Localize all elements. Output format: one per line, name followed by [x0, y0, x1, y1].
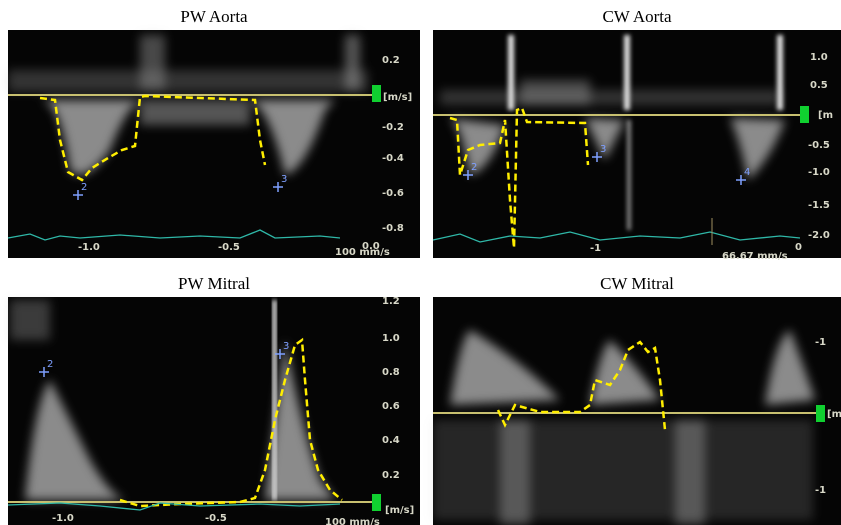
ecg	[7, 229, 341, 241]
ecg	[432, 231, 801, 243]
marker-cross	[736, 175, 746, 185]
axis-label: -1.0	[52, 513, 74, 524]
panel-pw-mitral	[7, 297, 420, 525]
axis-label: [m	[827, 409, 841, 420]
axis-label: 100 mm/s	[325, 517, 380, 525]
axis-label: -0.4	[382, 153, 404, 164]
trace	[496, 340, 667, 431]
axis-label: 0.0	[362, 241, 380, 252]
panel-pw-aorta	[7, 30, 420, 258]
axis-label: 0.2	[382, 470, 400, 481]
marker-cross	[592, 152, 602, 162]
panel-title: CW Mitral	[600, 274, 674, 293]
panel-title: PW Aorta	[180, 7, 248, 26]
axis-label: 0.8	[382, 367, 400, 378]
doppler-signal	[440, 80, 785, 180]
spike	[272, 300, 277, 500]
green-marker	[816, 405, 825, 422]
green-marker	[800, 106, 809, 123]
marker-label: 2	[47, 359, 53, 370]
axis-label: -1	[815, 337, 826, 348]
green-marker	[372, 494, 381, 511]
panel-title: CW Aorta	[602, 7, 672, 26]
axis-label: 66.67 mm/s	[722, 251, 788, 262]
axis-label: -1.5	[808, 200, 830, 211]
trace	[119, 337, 343, 508]
marker-label: 3	[600, 144, 606, 155]
axis-label: 1.0	[810, 52, 828, 63]
axis-label: -1.0	[808, 167, 830, 178]
axis-label: 100 mm/s	[335, 247, 390, 258]
axis-label: -0.2	[382, 122, 404, 133]
marker-cross	[73, 190, 83, 200]
axis-label: 0.2	[382, 55, 400, 66]
marker-cross	[39, 367, 49, 377]
axis-label: -0.6	[382, 188, 404, 199]
panel-title: PW Mitral	[178, 274, 250, 293]
marker-label: 2	[471, 162, 477, 173]
trace	[449, 106, 590, 249]
axis-label: -0.8	[382, 223, 404, 234]
axis-label: -0.5	[218, 242, 240, 253]
doppler-signal	[8, 35, 368, 175]
axis-label: -2.0	[808, 230, 830, 241]
axis-label: [m/s]	[383, 92, 412, 103]
panel-cw-aorta	[432, 30, 841, 258]
axis-label: [m/s]	[385, 505, 414, 516]
axis-label: 0.6	[382, 401, 400, 412]
marker-label: 3	[283, 341, 289, 352]
marker-label: 2	[81, 182, 87, 193]
trace	[39, 94, 267, 182]
doppler-signal	[433, 330, 815, 525]
axis-label: [m	[818, 110, 833, 121]
axis-label: -1.0	[78, 242, 100, 253]
axis-label: 0.4	[382, 435, 400, 446]
axis-label: -0.5	[205, 513, 227, 524]
axis-label: 0.5	[810, 80, 828, 91]
axis-label: -1	[815, 485, 826, 496]
axis-label: -1	[590, 243, 601, 254]
doppler-signal	[10, 300, 335, 500]
spikes	[508, 35, 783, 230]
panel-cw-mitral	[433, 297, 841, 525]
marker-cross	[275, 349, 285, 359]
marker-cross	[273, 182, 283, 192]
green-marker	[372, 85, 381, 102]
axis-label: 1.2	[382, 296, 400, 307]
ecg	[7, 502, 341, 511]
marker-label: 4	[744, 167, 750, 178]
axis-label: 0	[795, 242, 802, 253]
axis-label: 1.0	[382, 333, 400, 344]
marker-cross	[463, 170, 473, 180]
axis-label: -0.5	[808, 140, 830, 151]
marker-label: 3	[281, 174, 287, 185]
